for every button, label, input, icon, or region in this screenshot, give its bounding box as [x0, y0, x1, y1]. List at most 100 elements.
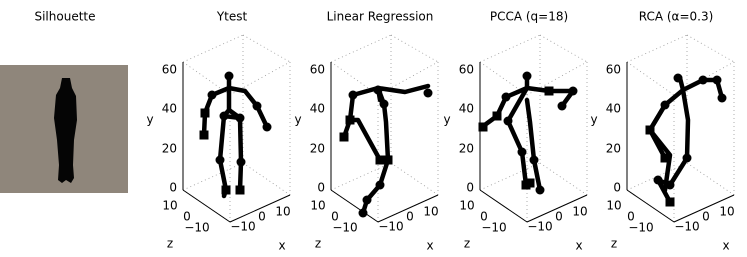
- joint-square: [645, 125, 655, 135]
- grid-line: [479, 34, 541, 63]
- z-tick-label: 0: [480, 210, 488, 224]
- z-tick-label: −10: [332, 221, 357, 235]
- panel-title: Linear Regression: [327, 10, 434, 24]
- y-axis-label: y: [443, 113, 450, 127]
- x-axis: [229, 194, 291, 223]
- joint-square: [544, 86, 554, 96]
- joint: [236, 157, 246, 167]
- panel-title: Ytest: [216, 10, 248, 24]
- grid-line: [330, 34, 392, 63]
- bone: [524, 97, 543, 193]
- joint: [660, 100, 670, 110]
- grid-line: [330, 162, 392, 191]
- x-tick-label: 0: [702, 210, 710, 224]
- z-tick-label: −10: [481, 221, 506, 235]
- x-tick-label: 10: [719, 205, 734, 219]
- joint-square: [525, 178, 535, 188]
- z-axis-label: z: [167, 237, 173, 251]
- joint-square: [492, 111, 502, 121]
- grid-line: [182, 162, 244, 191]
- joint: [358, 208, 368, 218]
- joint-square: [660, 153, 670, 163]
- y-tick-label: 40: [459, 102, 474, 116]
- joint-square: [665, 197, 675, 207]
- grid-line: [626, 61, 675, 96]
- x-tick-label: −10: [230, 220, 255, 234]
- y-tick-label: 40: [310, 102, 325, 116]
- joint-square: [478, 122, 488, 132]
- grid-line: [182, 61, 231, 96]
- joint: [375, 180, 385, 190]
- joint-square: [339, 132, 349, 142]
- z-axis-label: z: [611, 237, 617, 251]
- bone: [505, 85, 530, 188]
- bone: [201, 85, 232, 138]
- z-tick-label: 0: [627, 210, 635, 224]
- joint: [262, 122, 272, 132]
- joint-square: [345, 115, 355, 125]
- y-axis-label: y: [146, 113, 153, 127]
- x-tick-label: −10: [378, 220, 403, 234]
- grid-line: [242, 34, 291, 63]
- bone: [647, 127, 673, 193]
- joint: [219, 111, 229, 121]
- y-axis-label: y: [590, 113, 597, 127]
- joint: [501, 92, 511, 102]
- bone: [350, 83, 431, 98]
- joint: [682, 153, 692, 163]
- x-tick-label: 10: [423, 205, 438, 219]
- x-axis-label: x: [575, 239, 582, 253]
- z-axis-label: z: [464, 237, 470, 251]
- z-tick-label: 10: [459, 199, 474, 213]
- x-axis: [526, 194, 588, 223]
- y-tick-label: 60: [459, 63, 474, 77]
- y-tick-label: 0: [466, 181, 474, 195]
- joint: [712, 75, 722, 85]
- joint: [207, 90, 217, 100]
- joint: [348, 90, 358, 100]
- z-axis: [479, 189, 528, 223]
- z-axis: [182, 189, 231, 223]
- y-tick-label: 20: [162, 142, 177, 156]
- joint: [517, 147, 527, 157]
- joint: [529, 155, 539, 165]
- y-axis-label: y: [294, 113, 301, 127]
- x-axis-label: x: [426, 239, 433, 253]
- x-tick-label: 10: [572, 205, 587, 219]
- joint: [373, 85, 383, 95]
- z-axis: [330, 189, 379, 223]
- grid-line: [242, 162, 291, 196]
- z-tick-label: 10: [606, 199, 621, 213]
- joint: [522, 71, 532, 81]
- panel-title: PCCA (q=18): [490, 10, 568, 24]
- grid-line: [686, 34, 735, 63]
- bone: [226, 107, 244, 193]
- x-axis-label: x: [278, 239, 285, 253]
- joint: [215, 155, 225, 165]
- y-tick-label: 20: [606, 142, 621, 156]
- y-tick-label: 40: [162, 102, 177, 116]
- y-tick-label: 0: [169, 181, 177, 195]
- joint-square: [199, 130, 209, 140]
- z-tick-label: 0: [331, 210, 339, 224]
- x-tick-label: −10: [674, 220, 699, 234]
- y-tick-label: 0: [613, 181, 621, 195]
- y-tick-label: 20: [459, 142, 474, 156]
- joint-square: [235, 185, 245, 195]
- bone: [217, 85, 232, 199]
- x-axis: [673, 194, 735, 223]
- joint: [557, 101, 567, 111]
- x-axis: [377, 194, 439, 223]
- z-tick-label: 0: [183, 210, 191, 224]
- joint: [653, 175, 663, 185]
- panel-title: RCA (α=0.3): [639, 10, 714, 24]
- x-tick-label: 10: [275, 205, 290, 219]
- z-axis: [626, 189, 675, 223]
- joint: [665, 180, 675, 190]
- z-tick-label: −10: [628, 221, 653, 235]
- y-tick-label: 60: [162, 63, 177, 77]
- joint: [224, 71, 234, 81]
- x-tick-label: 0: [406, 210, 414, 224]
- joint: [503, 116, 513, 126]
